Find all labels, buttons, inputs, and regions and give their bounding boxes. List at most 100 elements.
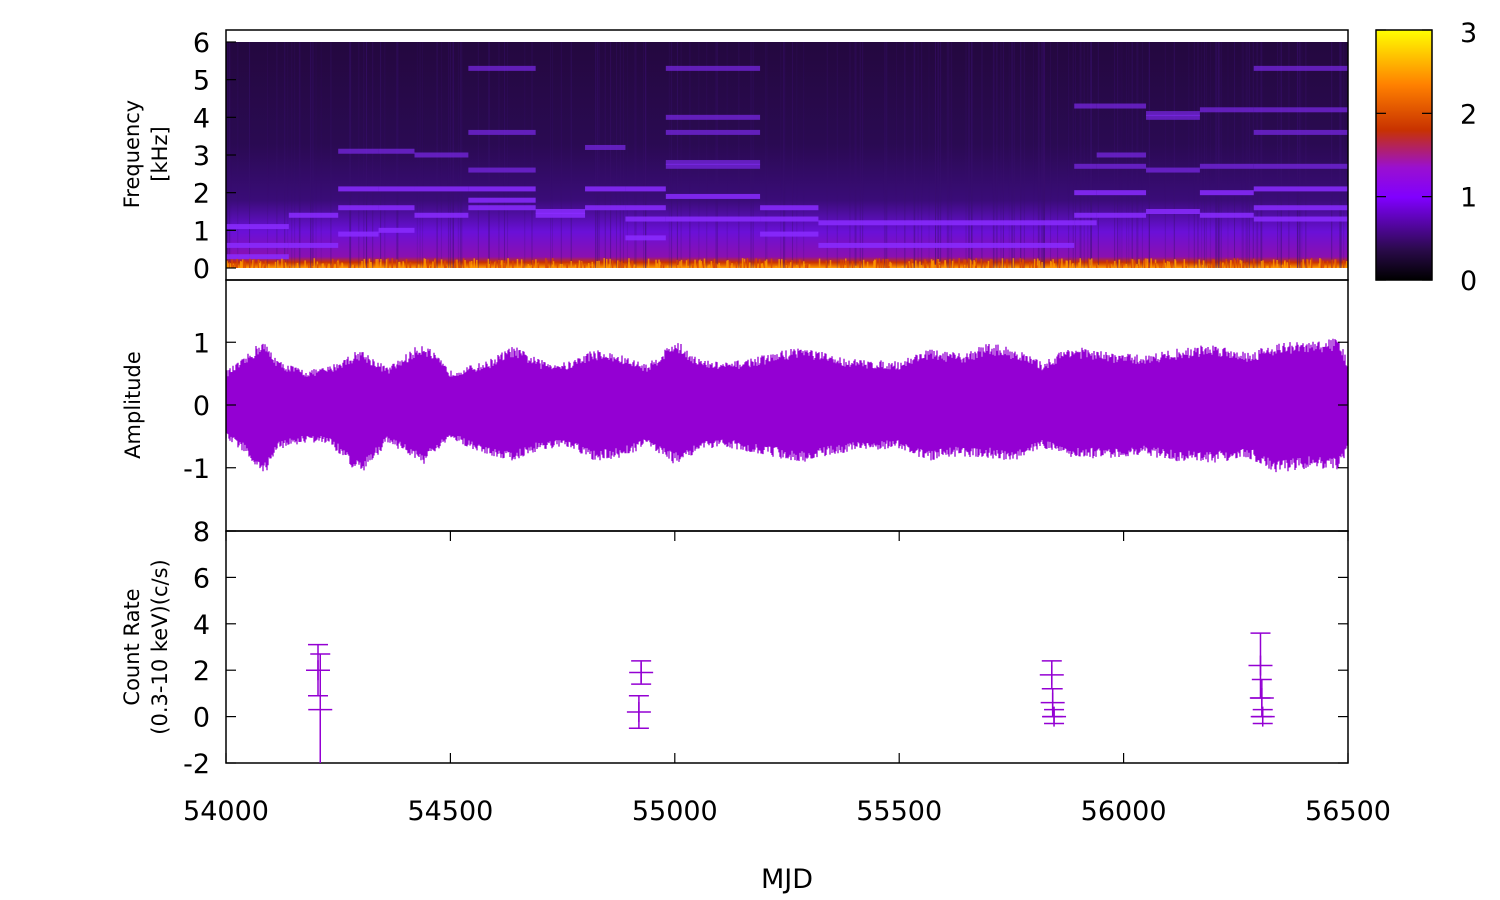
harmonic-band — [1146, 114, 1200, 120]
noise-floor-mark — [973, 260, 975, 268]
noise-floor-mark — [919, 261, 921, 268]
noise-floor-mark — [316, 264, 319, 268]
noise-floor-mark — [775, 265, 777, 268]
noise-floor-mark — [1198, 259, 1200, 268]
noise-floor-mark — [424, 258, 427, 268]
noise-floor-mark — [570, 261, 573, 268]
noise-floor-mark — [1121, 262, 1124, 268]
colorbar-ticks: 0 1 2 3 — [1376, 18, 1477, 297]
spectrogram-tick-label: 3 — [193, 141, 210, 172]
noise-floor-mark — [660, 264, 662, 268]
lightcurve-tick-label: -2 — [183, 749, 210, 780]
noise-floor-mark — [283, 259, 285, 268]
noise-floor-mark — [375, 259, 377, 268]
noise-floor-mark — [556, 263, 559, 268]
harmonic-band — [625, 216, 666, 222]
harmonic-band — [1199, 163, 1254, 169]
noise-floor-mark — [710, 261, 713, 268]
noise-floor-mark — [1266, 265, 1269, 268]
noise-floor-mark — [494, 260, 497, 268]
noise-floor-mark — [1201, 264, 1204, 268]
noise-floor-mark — [369, 262, 372, 268]
noise-floor-mark — [229, 263, 231, 268]
noise-floor-mark — [1019, 261, 1022, 268]
harmonic-band — [625, 205, 666, 211]
noise-floor-mark — [330, 265, 332, 268]
noise-floor-mark — [662, 265, 665, 268]
noise-floor-mark — [1143, 258, 1146, 268]
noise-floor-mark — [1286, 262, 1289, 268]
noise-floor-mark — [1038, 260, 1041, 268]
noise-floor-mark — [727, 260, 729, 268]
noise-floor-mark — [516, 258, 519, 268]
noise-floor-mark — [840, 259, 842, 268]
noise-floor-mark — [469, 261, 471, 268]
noise-floor-mark — [468, 263, 471, 268]
harmonic-band — [625, 186, 666, 192]
noise-floor-mark — [325, 262, 328, 268]
colorbar-tick-label: 1 — [1460, 183, 1477, 214]
noise-floor-mark — [507, 258, 509, 268]
noise-floor-mark — [702, 263, 705, 268]
noise-floor-mark — [426, 263, 429, 268]
noise-floor-mark — [405, 265, 408, 268]
noise-floor-mark — [1194, 265, 1197, 268]
noise-floor-mark — [440, 259, 443, 268]
lightcurve-point — [1040, 688, 1065, 718]
lightcurve-tick-label: 2 — [193, 656, 210, 687]
noise-floor-mark — [387, 258, 389, 268]
noise-floor-mark — [925, 261, 927, 268]
lightcurve-ticks: -2 0 2 4 6 8 54000 54500 55000 55500 56000 56500 — [183, 517, 1391, 827]
noise-floor-mark — [885, 258, 887, 268]
harmonic-band — [1096, 152, 1147, 158]
noise-floor-mark — [242, 259, 245, 268]
spectrogram-y-ticks: 0 1 2 3 4 5 6 — [193, 28, 236, 285]
noise-floor-mark — [1032, 264, 1034, 268]
noise-floor-mark — [803, 263, 805, 268]
noise-floor-mark — [799, 259, 801, 268]
harmonic-band — [414, 186, 469, 192]
waveform-trace — [226, 338, 1348, 473]
noise-floor-mark — [1089, 265, 1092, 268]
harmonic-band — [288, 212, 339, 218]
noise-floor-mark — [890, 262, 892, 268]
noise-floor-mark — [656, 263, 658, 268]
noise-floor-mark — [1006, 259, 1008, 268]
noise-floor-mark — [288, 265, 291, 268]
noise-floor-mark — [778, 259, 780, 268]
noise-floor-mark — [1213, 259, 1215, 268]
noise-floor-mark — [931, 260, 934, 268]
waveform-path — [226, 338, 1348, 473]
noise-floor-mark — [501, 260, 503, 268]
noise-floor-mark — [980, 258, 983, 268]
noise-floor-mark — [1262, 260, 1264, 268]
noise-floor-mark — [313, 258, 316, 268]
harmonic-band — [468, 65, 536, 71]
noise-floor-mark — [928, 262, 931, 268]
noise-floor-mark — [580, 261, 582, 268]
noise-floor-mark — [789, 262, 792, 268]
noise-floor-mark — [257, 259, 260, 268]
lightcurve-point — [306, 643, 331, 697]
noise-floor-mark — [1029, 262, 1031, 268]
harmonic-band — [818, 220, 1075, 226]
noise-floor-mark — [263, 265, 266, 268]
noise-floor-mark — [458, 263, 460, 268]
noise-floor-mark — [1342, 260, 1345, 268]
noise-floor-mark — [244, 261, 247, 268]
waveform-tick-label: 0 — [193, 391, 210, 422]
noise-floor-mark — [1325, 265, 1327, 268]
harmonic-band — [338, 148, 379, 154]
noise-floor-mark — [887, 258, 889, 268]
harmonic-band — [468, 129, 536, 135]
noise-floor-mark — [703, 258, 706, 268]
noise-floor-mark — [348, 263, 350, 268]
noise-floor-mark — [232, 264, 235, 268]
noise-floor-mark — [1078, 262, 1080, 268]
colorbar: 0 1 2 3 — [1375, 18, 1477, 297]
noise-floor-mark — [1136, 265, 1139, 268]
noise-floor-mark — [578, 260, 581, 268]
noise-floor-mark — [1335, 259, 1337, 268]
noise-floor-mark — [377, 259, 379, 268]
noise-floor-mark — [1131, 259, 1134, 268]
